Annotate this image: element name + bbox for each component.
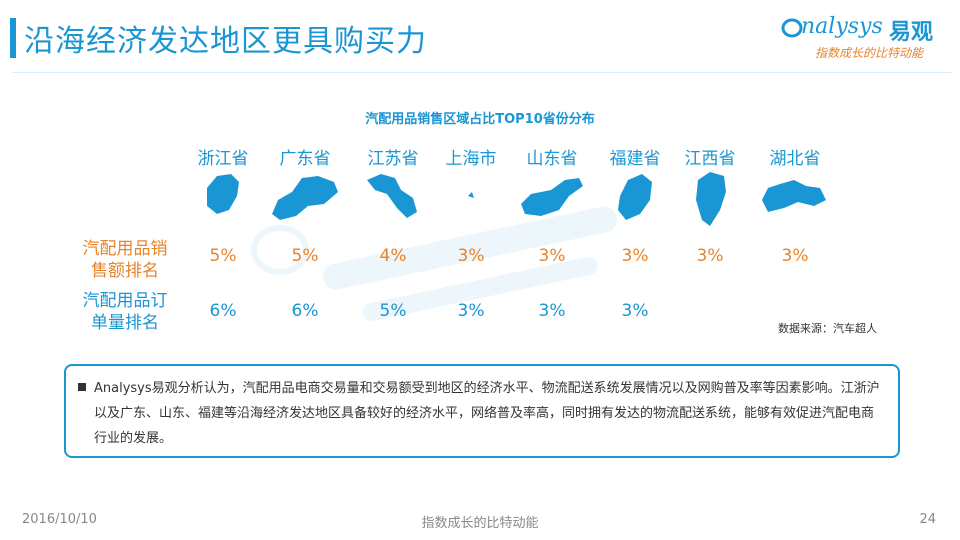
province-map-shape xyxy=(696,172,726,226)
logo-tagline: 指数成长的比特动能 xyxy=(815,46,924,60)
title-accent-bar xyxy=(10,18,16,58)
province-map-path xyxy=(696,172,726,226)
orders-share-value: 3% xyxy=(457,301,485,321)
province-name: 湖北省 xyxy=(769,149,821,169)
province-map-shape xyxy=(521,178,583,216)
province-map-path xyxy=(468,192,474,198)
province-map-path xyxy=(618,174,652,220)
province-map-shape xyxy=(367,174,417,218)
sales-share-value: 3% xyxy=(457,246,485,266)
orders-share-value: 5% xyxy=(379,301,407,321)
logo-brand-text: nalysys xyxy=(801,14,883,39)
sales-share-value: 5% xyxy=(291,246,319,266)
footer-tagline: 指数成长的比特动能 xyxy=(421,516,539,531)
page-number: 24 xyxy=(919,512,936,527)
province-map-shape xyxy=(468,192,474,198)
sales-share-value: 3% xyxy=(781,246,809,266)
note-bullet-icon xyxy=(78,383,86,391)
province-name: 江苏省 xyxy=(367,149,419,169)
province-map-shape xyxy=(207,174,239,214)
logo-swoosh-icon xyxy=(781,18,803,38)
row-label-sales-line1: 汽配用品销 xyxy=(82,239,168,259)
sales-share-value: 4% xyxy=(379,246,407,266)
province-map-path xyxy=(207,174,239,214)
chart-title: 汽配用品销售区域占比TOP10省份分布 xyxy=(365,112,595,127)
analysis-note-text: Analysys易观分析认为，汽配用品电商交易量和交易额受到地区的经济水平、物流… xyxy=(94,381,880,446)
watermark-logo xyxy=(251,206,618,322)
province-name: 广东省 xyxy=(279,149,331,169)
page-title: 沿海经济发达地区更具购买力 xyxy=(24,24,427,59)
analysis-note-box: Analysys易观分析认为，汽配用品电商交易量和交易额受到地区的经济水平、物流… xyxy=(64,364,900,458)
row-label-sales: 汽配用品销 售额排名 xyxy=(70,238,180,282)
province-map-shape xyxy=(272,176,338,220)
sales-share-value: 5% xyxy=(209,246,237,266)
province-map-shape xyxy=(618,174,652,220)
sales-share-value: 3% xyxy=(538,246,566,266)
row-label-orders: 汽配用品订 单量排名 xyxy=(70,290,180,334)
sales-share-value: 3% xyxy=(621,246,649,266)
province-map-shape xyxy=(762,180,826,212)
province-name: 浙江省 xyxy=(197,149,249,169)
row-label-orders-line1: 汽配用品订 xyxy=(82,291,168,311)
province-map-path xyxy=(272,176,338,220)
orders-share-value: 3% xyxy=(538,301,566,321)
analysys-logo: nalysys 易观 指数成长的比特动能 xyxy=(781,14,945,70)
province-map-path xyxy=(367,174,417,218)
province-name: 江西省 xyxy=(684,149,736,169)
footer-date: 2016/10/10 xyxy=(22,512,97,527)
orders-share-value: 6% xyxy=(209,301,237,321)
row-label-sales-line2: 售额排名 xyxy=(91,261,159,281)
logo-chinese-text: 易观 xyxy=(889,20,934,45)
data-source: 数据来源：汽车超人 xyxy=(778,322,877,335)
province-map-path xyxy=(521,178,583,216)
orders-share-value: 3% xyxy=(621,301,649,321)
province-name: 上海市 xyxy=(445,149,497,169)
title-divider xyxy=(12,72,952,73)
province-map-path xyxy=(762,180,826,212)
province-name: 福建省 xyxy=(609,149,661,169)
sales-share-value: 3% xyxy=(696,246,724,266)
row-label-orders-line2: 单量排名 xyxy=(91,313,159,333)
orders-share-value: 6% xyxy=(291,301,319,321)
province-name: 山东省 xyxy=(526,149,578,169)
